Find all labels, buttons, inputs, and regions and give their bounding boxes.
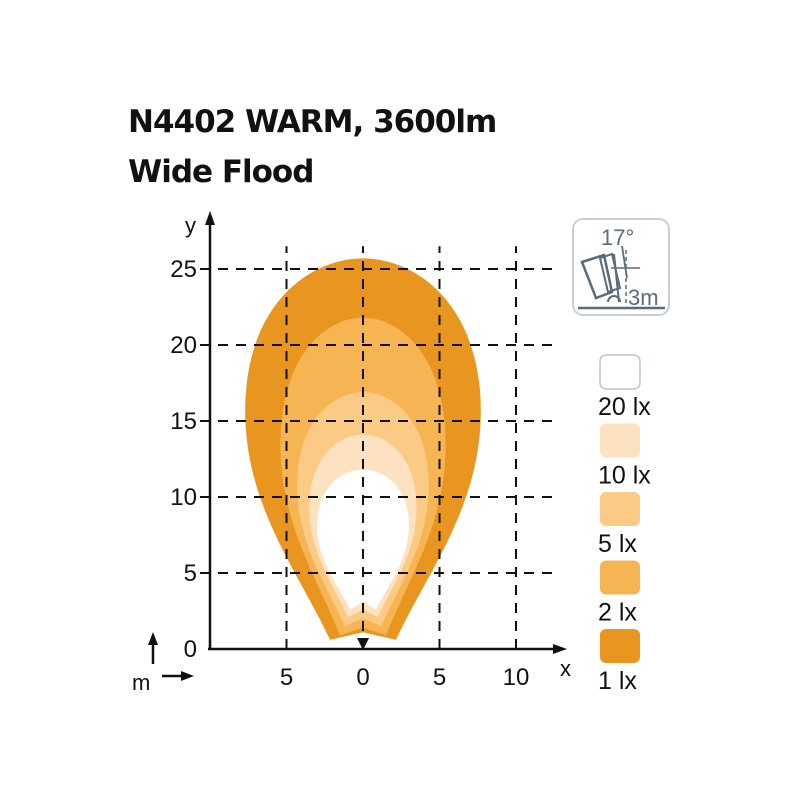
lamp-mount-icon: 17° 3m (572, 218, 670, 316)
legend: 20 lx 10 lx 5 lx 2 lx 1 lx (598, 354, 651, 695)
y-tick-label: 20 (170, 332, 197, 359)
x-tick-label: 5 (433, 664, 446, 691)
legend-label: 1 lx (598, 667, 637, 695)
mount-height-label: 3m (628, 285, 659, 310)
unit-up-arrowhead-icon (148, 632, 158, 645)
legend-label: 2 lx (598, 599, 637, 627)
x-tick-label: 10 (503, 664, 530, 691)
y-axis-arrow-icon (205, 211, 215, 225)
y-tick-label: 25 (170, 256, 197, 283)
legend-swatch (599, 354, 641, 390)
grid-lines (200, 246, 557, 649)
legend-swatch (600, 629, 640, 663)
x-tick-label: 5 (280, 664, 293, 691)
lamp-body-icon (580, 253, 614, 300)
legend-swatch (600, 423, 640, 458)
unit-right-arrowhead-icon (181, 671, 194, 681)
legend-label: 20 lx (598, 393, 651, 421)
legend-label: 10 lx (598, 462, 651, 490)
chart-title: N4402 WARM, 3600lm (128, 104, 497, 140)
unit-indicator: m (132, 632, 194, 695)
x-axis-label: x (560, 656, 571, 681)
mount-icon-frame (572, 218, 670, 316)
lamp-origin-icon (357, 638, 369, 650)
y-tick-label: 5 (184, 560, 197, 587)
x-tick-labels: 5 0 5 10 (280, 664, 530, 691)
legend-swatch (600, 560, 640, 595)
y-tick-label: 15 (170, 408, 197, 435)
lamp-bracket-icon (613, 253, 620, 303)
pivot-icon (607, 295, 621, 303)
y-axis-label: y (185, 213, 196, 238)
lamp-tilt-icon (578, 245, 665, 310)
x-tick-label: 0 (356, 664, 369, 691)
unit-label: m (132, 670, 150, 695)
chart-subtitle: Wide Flood (128, 154, 314, 190)
legend-label: 5 lx (598, 530, 637, 558)
legend-swatch (600, 492, 640, 526)
lamp-lens-icon (598, 252, 622, 294)
y-tick-labels: 0 5 10 15 20 25 (170, 256, 197, 663)
x-axis-arrow-icon (553, 644, 567, 654)
tilt-angle-label: 17° (601, 225, 634, 250)
y-tick-label: 10 (170, 484, 197, 511)
y-tick-label: 0 (184, 636, 197, 663)
